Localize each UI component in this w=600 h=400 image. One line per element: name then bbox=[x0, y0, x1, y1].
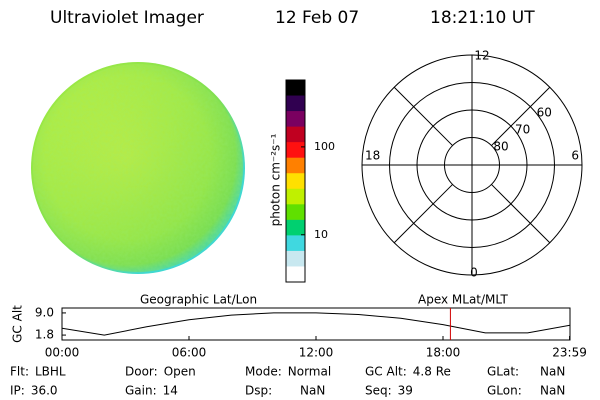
status-value: 4.8 Re bbox=[413, 365, 451, 379]
colorbar-segment bbox=[286, 157, 305, 174]
status-label: GLat: bbox=[487, 365, 519, 379]
y-tick-label: 1.8 bbox=[35, 328, 54, 342]
status-label: Seq: bbox=[365, 384, 392, 398]
colorbar-segment bbox=[286, 266, 305, 283]
x-tick-label: 00:00 bbox=[45, 346, 80, 360]
colorbar-segment bbox=[286, 173, 305, 190]
colorbar: 10 100 bbox=[285, 79, 335, 283]
earth-image bbox=[31, 62, 245, 274]
status-label: Flt: bbox=[10, 365, 29, 379]
colorbar-segment bbox=[286, 219, 305, 236]
status-label: Dsp: bbox=[245, 384, 272, 398]
status-value: 39 bbox=[398, 384, 413, 398]
colorbar-tick-label: 100 bbox=[314, 140, 335, 153]
mlt-label: 18 bbox=[365, 149, 380, 163]
lat-label: 70 bbox=[515, 122, 530, 136]
status-value: NaN bbox=[540, 365, 565, 379]
status-panel: Flt: LBHL Door: Open Mode: Normal GC Alt: 4.8 R… bbox=[10, 365, 565, 398]
status-label: GLon: bbox=[487, 384, 522, 398]
diagonal bbox=[393, 86, 453, 146]
altitude-plot: Geographic Lat/Lon Apex MLat/MLT GC Alt 9.0… bbox=[11, 293, 587, 360]
status-value: Normal bbox=[288, 365, 331, 379]
y-tick-label: 9.0 bbox=[35, 305, 54, 319]
colorbar-segment bbox=[286, 204, 305, 221]
time: 18:21:10 UT bbox=[430, 8, 535, 28]
colorbar-tick-label: 10 bbox=[314, 228, 328, 241]
lat-label: 60 bbox=[537, 106, 552, 120]
diagonal bbox=[491, 184, 551, 244]
mlt-label: 12 bbox=[474, 49, 489, 63]
colorbar-label: photon cm⁻²s⁻¹ bbox=[269, 133, 283, 226]
colorbar-segment bbox=[286, 235, 305, 252]
status-label: GC Alt: bbox=[365, 365, 407, 379]
mlt-label: 0 bbox=[470, 266, 478, 280]
colorbar-segment bbox=[286, 188, 305, 205]
status-label: Mode: bbox=[245, 365, 282, 379]
colorbar-segment bbox=[286, 80, 305, 97]
colorbar-segment bbox=[286, 250, 305, 267]
date: 12 Feb 07 bbox=[275, 8, 359, 28]
status-value: NaN bbox=[300, 384, 325, 398]
status-label: Gain: bbox=[125, 384, 157, 398]
diagonal bbox=[393, 184, 453, 244]
status-value: LBHL bbox=[35, 365, 66, 379]
title: Ultraviolet Imager bbox=[50, 8, 204, 28]
mlt-label: 6 bbox=[571, 149, 579, 163]
colorbar-segment bbox=[286, 142, 305, 159]
colorbar-segment bbox=[286, 111, 305, 128]
colorbar-segment bbox=[286, 126, 305, 143]
status-value: 36.0 bbox=[31, 384, 58, 398]
diagonal bbox=[491, 86, 551, 146]
status-value: NaN bbox=[540, 384, 565, 398]
plot-left-title: Geographic Lat/Lon bbox=[140, 293, 257, 307]
status-value: Open bbox=[164, 365, 196, 379]
colorbar-frame bbox=[285, 79, 306, 283]
x-tick-label: 06:00 bbox=[172, 346, 207, 360]
status-label: Door: bbox=[125, 365, 158, 379]
status-label: IP: bbox=[10, 384, 25, 398]
x-tick-label: 23:59 bbox=[552, 346, 587, 360]
lat-label: 80 bbox=[493, 139, 508, 153]
x-tick-label: 18:00 bbox=[426, 346, 461, 360]
x-tick-label: 12:00 bbox=[299, 346, 334, 360]
plot-right-title: Apex MLat/MLT bbox=[418, 293, 508, 307]
y-axis-label: GC Alt bbox=[11, 305, 25, 343]
altitude-line bbox=[62, 312, 570, 336]
status-value: 14 bbox=[163, 384, 178, 398]
colorbar-segment bbox=[286, 95, 305, 112]
